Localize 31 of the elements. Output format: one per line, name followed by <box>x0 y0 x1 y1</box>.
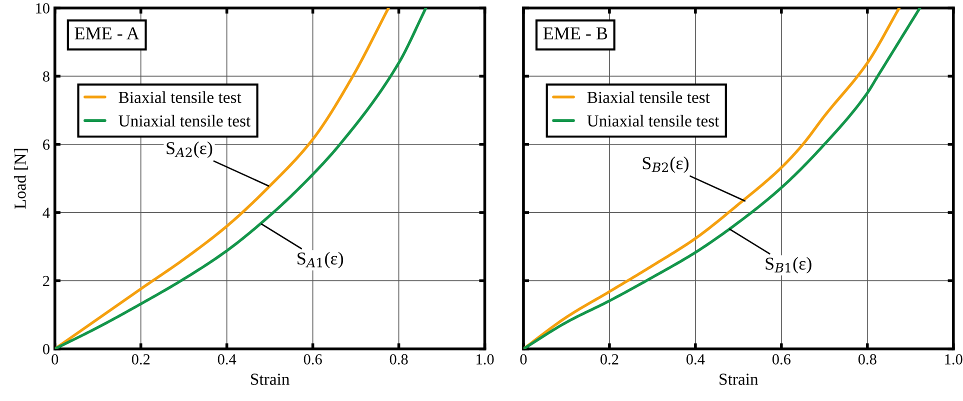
legend-label: Biaxial tensile test <box>587 91 710 104</box>
y-tick-label: 6 <box>43 140 50 150</box>
x-tick-label: 0.8 <box>390 354 408 365</box>
x-tick-label: 1.0 <box>476 354 494 365</box>
text: EME - A <box>74 27 140 40</box>
legend-label: Uniaxial tensile test <box>118 114 251 127</box>
x-tick-label: 0.6 <box>304 354 322 365</box>
legend-label: Uniaxial tensile test <box>587 114 720 127</box>
y-tick-label: 10 <box>36 3 50 14</box>
y-tick-label: 8 <box>42 71 50 82</box>
x-tick-label: 1.0 <box>945 354 962 365</box>
x-tick-label: 0.4 <box>218 354 236 365</box>
annotation: S$_{A1}$(ε) <box>298 252 344 268</box>
y-axis-title: Load [N] <box>14 148 28 209</box>
x-tick-label: 0.6 <box>772 354 791 365</box>
x-tick-label: 0.4 <box>686 354 705 365</box>
x-tick-label: 0 <box>52 354 58 364</box>
x-axis-title: Strain <box>720 374 758 385</box>
x-tick-label: 0 <box>520 354 527 364</box>
annotation: S$_{B2}$(ε) <box>642 156 688 173</box>
x-axis-title: Strain <box>251 374 290 385</box>
text: EME - B <box>543 27 608 40</box>
y-tick-label: 2 <box>43 276 50 286</box>
y-tick-label: 4 <box>42 208 50 218</box>
x-tick-label: 0.2 <box>132 354 150 365</box>
x-tick-label: 0.8 <box>858 354 876 365</box>
x-tick-label: 0.2 <box>600 354 618 365</box>
legend-label: Biaxial tensile test <box>118 91 242 104</box>
y-tick-label: 0 <box>42 344 50 354</box>
annotation: S$_{A2}$(ε) <box>166 142 212 158</box>
annotation: S$_{B1}$(ε) <box>766 257 812 274</box>
